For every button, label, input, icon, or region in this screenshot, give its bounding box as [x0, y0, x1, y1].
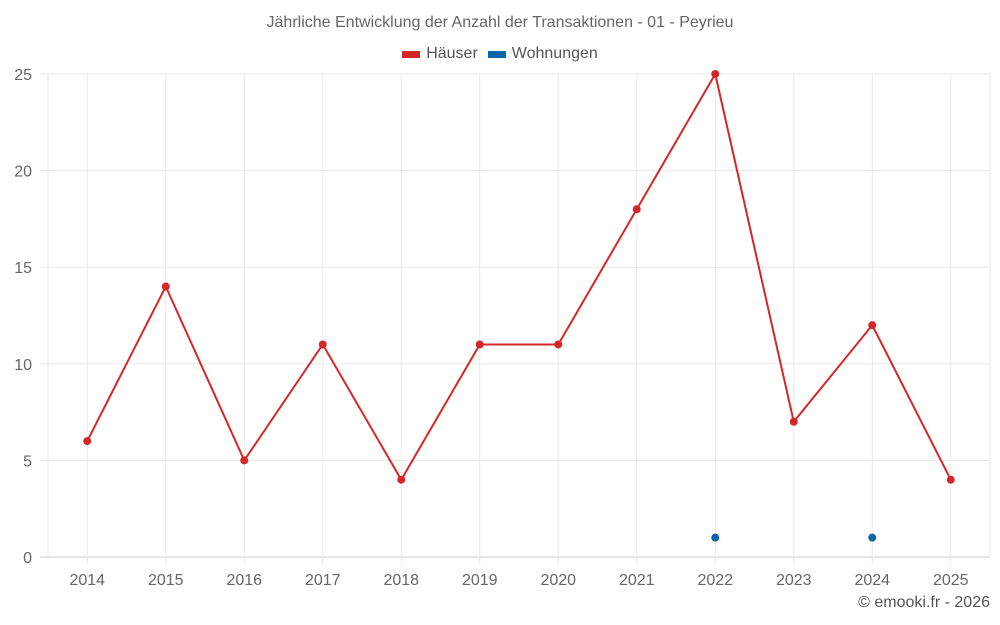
data-point	[475, 340, 484, 349]
copyright-footer: © emooki.fr - 2026	[858, 594, 990, 611]
x-tick-label: 2024	[854, 572, 890, 589]
x-tick-label: 2025	[933, 572, 969, 589]
x-tick-label: 2023	[776, 572, 812, 589]
data-point	[83, 437, 92, 446]
data-point	[789, 417, 798, 426]
data-point	[632, 205, 641, 214]
legend-swatch-wohnungen	[487, 50, 506, 58]
data-point	[711, 533, 720, 542]
y-tick-label: 15	[14, 260, 32, 277]
data-point	[946, 475, 955, 484]
chart-title: Jährliche Entwicklung der Anzahl der Tra…	[266, 14, 734, 31]
y-tick-label: 10	[14, 357, 32, 374]
data-point	[318, 340, 327, 349]
data-point	[554, 340, 563, 349]
y-tick-label: 0	[23, 550, 32, 567]
series-line	[86, 71, 952, 482]
x-tick-label: 2018	[383, 572, 419, 589]
x-tick-label: 2016	[226, 572, 262, 589]
data-point	[868, 321, 877, 330]
data-point	[868, 533, 877, 542]
legend-label: Häuser	[426, 45, 478, 62]
legend-swatch-haeuser	[402, 50, 421, 58]
data-point	[711, 70, 720, 78]
data-point	[397, 475, 406, 484]
x-tick-label: 2020	[540, 572, 576, 589]
x-tick-label: 2019	[462, 572, 498, 589]
x-tick-label: 2015	[148, 572, 184, 589]
y-tick-label: 20	[14, 164, 32, 181]
legend-label: Wohnungen	[511, 45, 598, 62]
data-point	[240, 456, 249, 465]
data-point	[161, 282, 170, 291]
x-tick-label: 2014	[69, 572, 105, 589]
legend: Häuser Wohnungen	[0, 45, 1000, 63]
legend-item-haeuser[interactable]: Häuser	[402, 45, 478, 63]
legend-item-wohnungen[interactable]: Wohnungen	[487, 45, 598, 63]
y-tick-label: 25	[14, 67, 32, 84]
y-tick-label: 5	[23, 453, 32, 470]
x-tick-label: 2021	[619, 572, 655, 589]
x-tick-label: 2017	[305, 572, 341, 589]
x-tick-label: 2022	[697, 572, 733, 589]
